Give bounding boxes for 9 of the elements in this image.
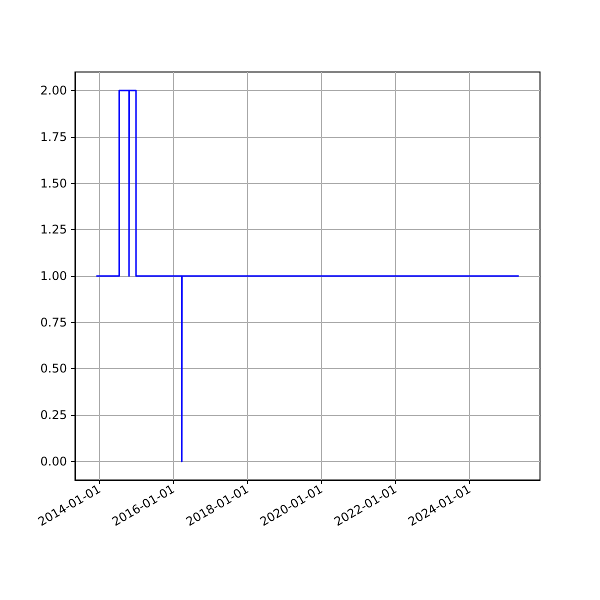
y-tick-label: 1.75 <box>40 130 67 144</box>
y-tick-label: 0.25 <box>40 408 67 422</box>
y-tick-label: 1.25 <box>40 222 67 237</box>
y-tick-label: 0.50 <box>40 362 67 376</box>
y-tick-label: 0.75 <box>40 315 67 330</box>
y-tick-label: 2.00 <box>40 84 67 98</box>
y-tick-label: 1.00 <box>40 269 67 283</box>
y-tick-label: 1.50 <box>40 176 67 190</box>
y-tick-label: 0.00 <box>40 454 67 468</box>
